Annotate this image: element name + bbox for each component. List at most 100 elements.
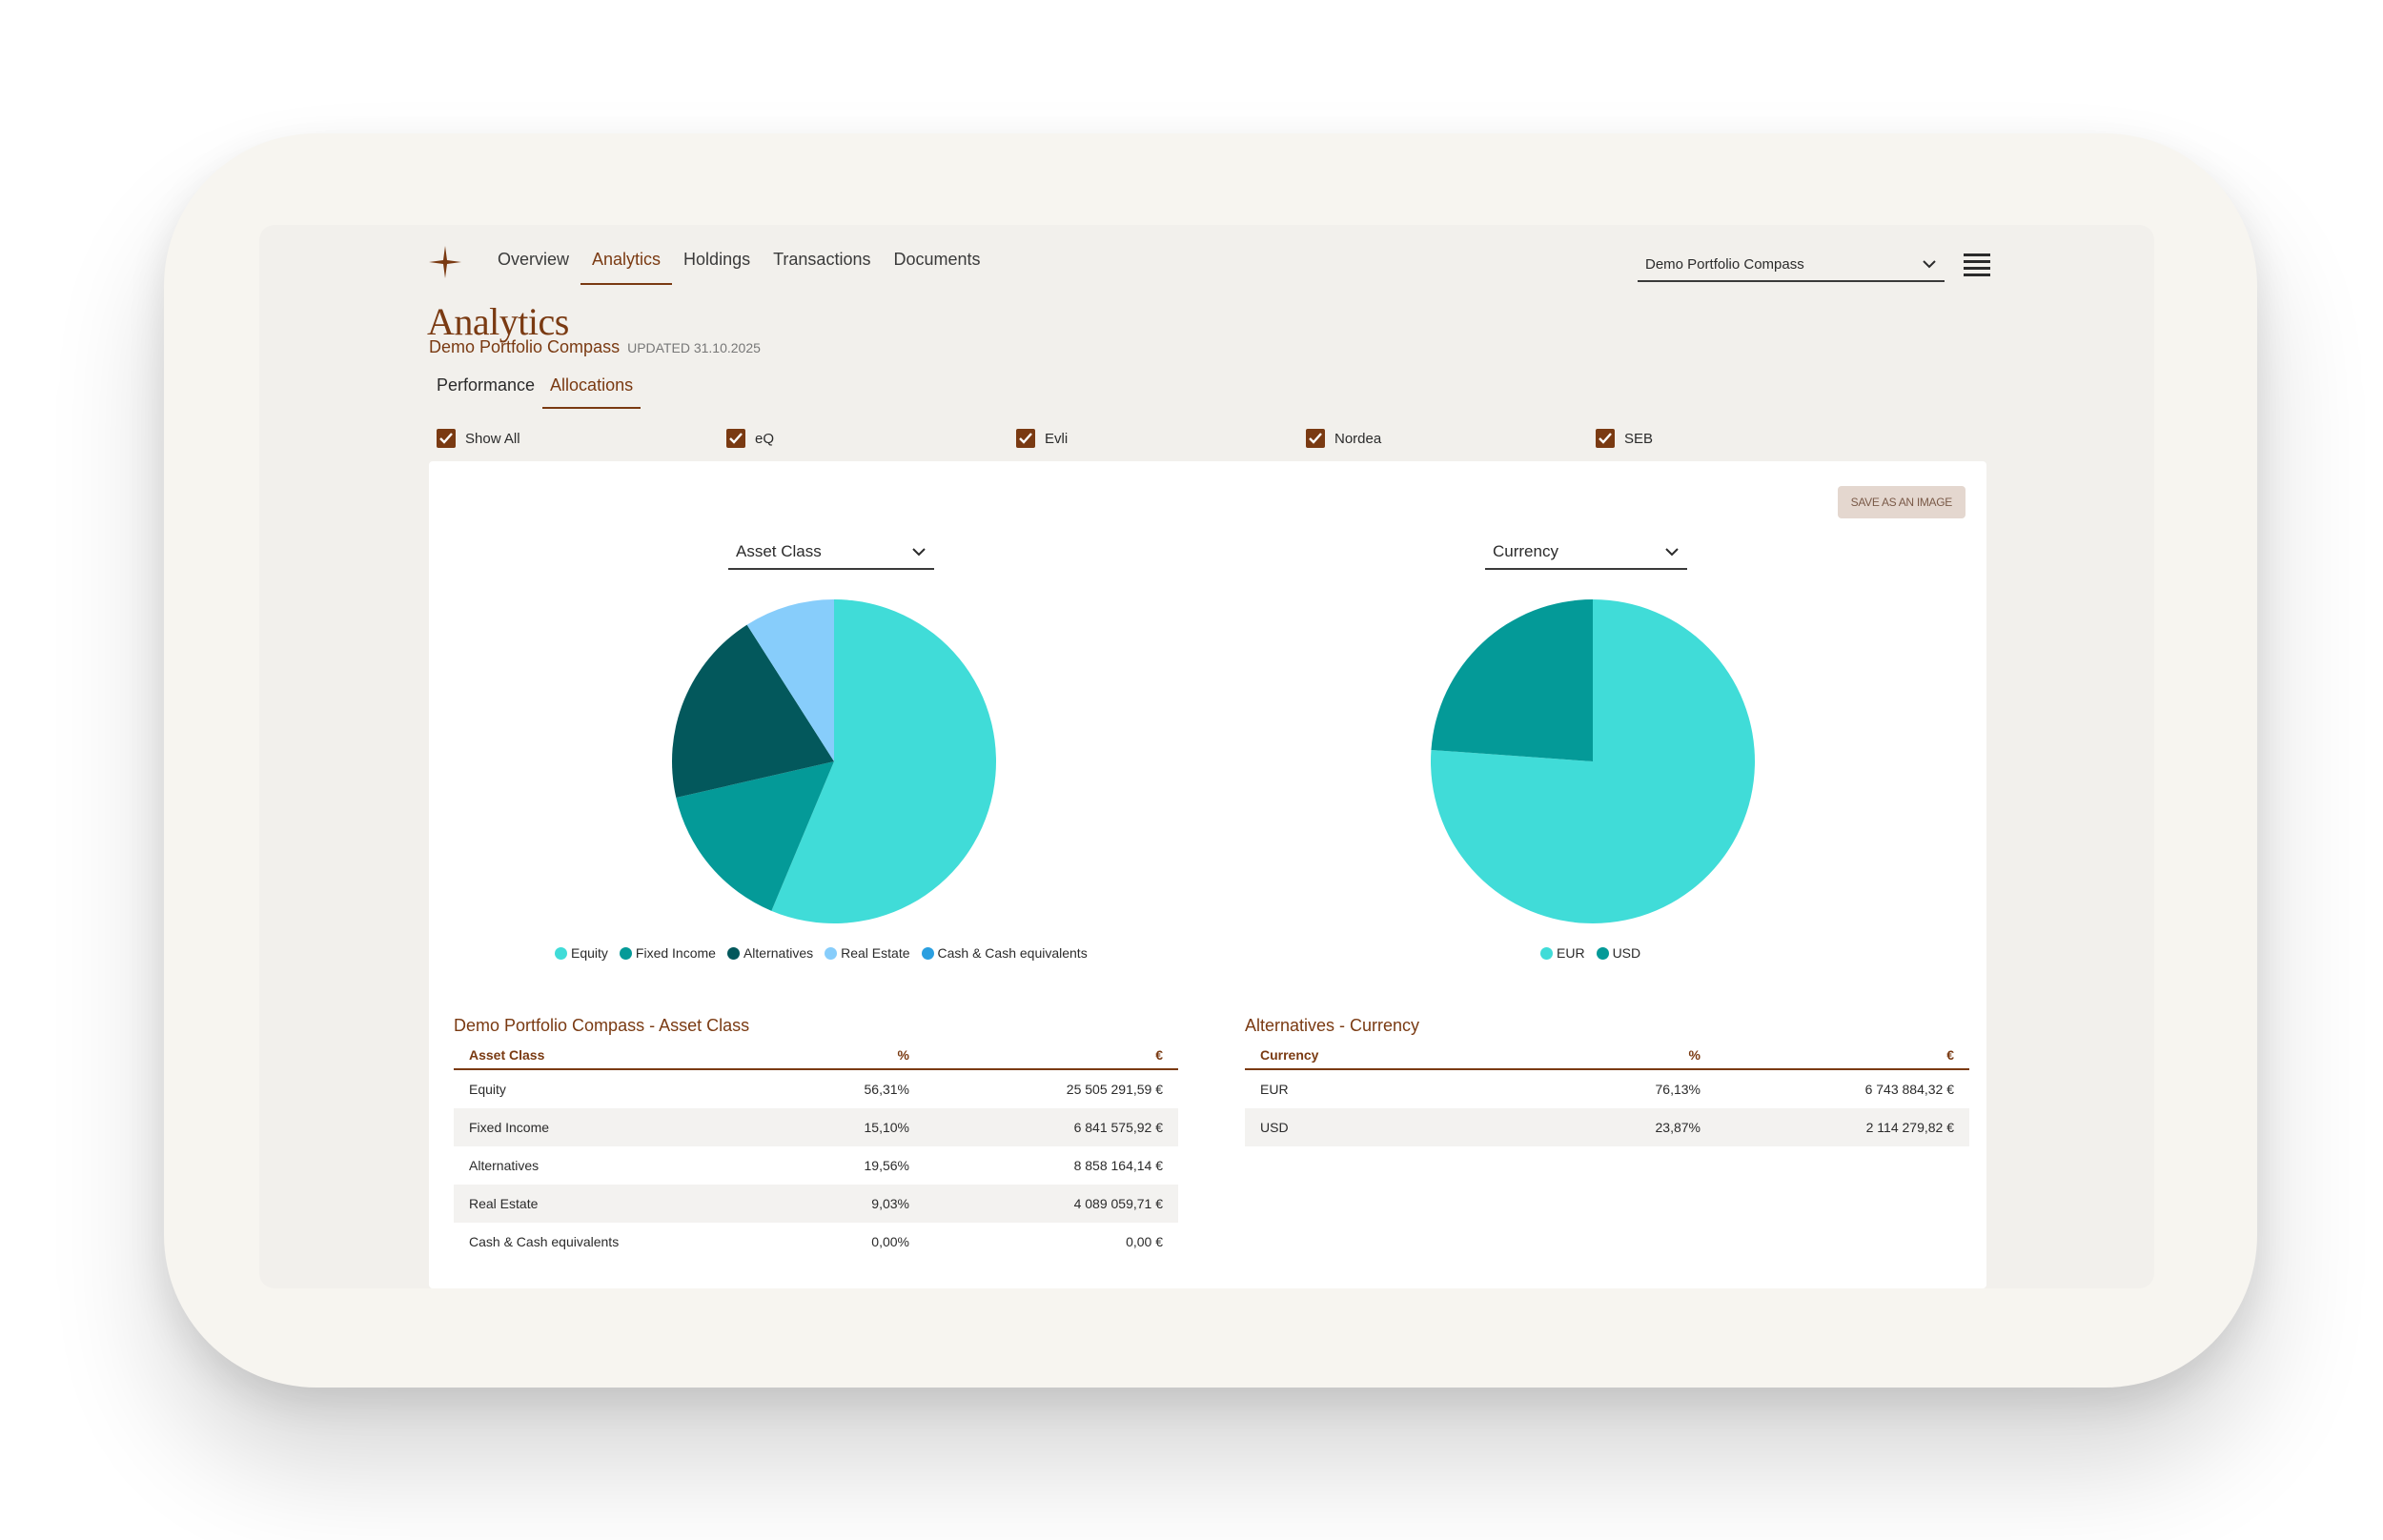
updated-date: UPDATED 31.10.2025 [627, 340, 761, 355]
pie-slice-alternatives[interactable] [672, 624, 834, 799]
table-cell: Cash & Cash equivalents [469, 1234, 620, 1249]
legend-item[interactable]: USD [1596, 945, 1641, 961]
table-cell: 25 505 291,59 € [1066, 1082, 1163, 1097]
legend-item[interactable]: Cash & Cash equivalents [921, 945, 1088, 961]
table-cell: 0,00 € [1126, 1234, 1163, 1249]
app-screen: Overview Analytics Holdings Transactions… [259, 225, 2154, 1288]
portfolio-name: Demo Portfolio Compass [429, 337, 621, 356]
currency-dropdown-value: Currency [1493, 542, 1558, 560]
checkbox-checked-icon[interactable] [1306, 429, 1325, 448]
portfolio-select-value: Demo Portfolio Compass [1645, 255, 1804, 273]
table-header-row: Currency % € [1245, 1044, 1969, 1070]
legend-item[interactable]: EUR [1540, 945, 1585, 961]
filter-evli[interactable]: Evli [1016, 429, 1306, 448]
table-cell: 2 114 279,82 € [1716, 1108, 1969, 1146]
legend-item[interactable]: Equity [555, 945, 608, 961]
pie-slice-usd[interactable] [1431, 599, 1593, 761]
table-cell: EUR [1260, 1082, 1289, 1097]
table-cell: 4 089 059,71 € [925, 1185, 1178, 1223]
column-header: € [1716, 1044, 1969, 1070]
filter-label: eQ [755, 430, 775, 447]
filter-label: Nordea [1334, 430, 1382, 447]
legend-item[interactable]: Real Estate [825, 945, 910, 961]
nav-documents[interactable]: Documents [893, 250, 981, 269]
sub-tabs: Performance Allocations [429, 375, 642, 409]
legend-label: Fixed Income [635, 945, 716, 961]
nav-analytics[interactable]: Analytics [580, 246, 673, 285]
table-row: Cash & Cash equivalents 0,00% 0,00 € [454, 1223, 1178, 1261]
legend-label: USD [1612, 945, 1641, 961]
table-row: Fixed Income 15,10% 6 841 575,92 € [454, 1108, 1178, 1146]
pie-slice-real-estate[interactable] [746, 599, 834, 761]
save-as-image-button[interactable]: SAVE AS AN IMAGE [1837, 486, 1965, 518]
table-cell: Real Estate [454, 1185, 743, 1223]
compass-logo-icon[interactable] [427, 244, 463, 280]
legend-item[interactable]: Alternatives [726, 945, 813, 961]
asset-class-pie-chart [672, 599, 996, 923]
currency-dropdown[interactable]: Currency [1485, 536, 1687, 570]
currency-table-block: Alternatives - Currency Currency % € EUR… [1245, 1016, 1969, 1146]
filter-label: Show All [465, 430, 520, 447]
filter-show-all[interactable]: Show All [437, 429, 726, 448]
column-header: € [925, 1044, 1178, 1070]
pie-slice-equity[interactable] [771, 599, 996, 923]
table-cell: 8 858 164,14 € [1073, 1158, 1163, 1173]
chevron-down-icon [1665, 548, 1679, 557]
filter-label: SEB [1624, 430, 1654, 447]
asset-class-table-block: Demo Portfolio Compass - Asset Class Ass… [454, 1016, 1178, 1261]
hamburger-menu-icon[interactable] [1964, 253, 1990, 276]
table-cell: 15,10% [743, 1108, 925, 1146]
filter-seb[interactable]: SEB [1596, 429, 1885, 448]
checkbox-checked-icon[interactable] [726, 429, 745, 448]
asset-class-table-title: Demo Portfolio Compass - Asset Class [454, 1016, 750, 1035]
asset-class-dropdown-value: Asset Class [736, 542, 822, 560]
chevron-down-icon [1923, 260, 1936, 269]
column-header: % [1535, 1044, 1716, 1070]
currency-pie-chart [1431, 599, 1755, 923]
table-row: Alternatives 19,56% 8 858 164,14 € [454, 1146, 1178, 1185]
chevron-down-icon [912, 548, 926, 557]
filter-eq[interactable]: eQ [726, 429, 1016, 448]
legend-dot-icon [1596, 946, 1609, 960]
checkbox-checked-icon[interactable] [437, 429, 456, 448]
nav-transactions[interactable]: Transactions [773, 250, 871, 269]
filter-label: Evli [1045, 430, 1069, 447]
nav-overview[interactable]: Overview [498, 250, 570, 269]
portfolio-subtitle: Demo Portfolio Compass UPDATED 31.10.2025 [429, 337, 761, 357]
portfolio-select[interactable]: Demo Portfolio Compass [1638, 248, 1945, 282]
filter-nordea[interactable]: Nordea [1306, 429, 1596, 448]
legend-label: Real Estate [841, 945, 910, 961]
tab-allocations[interactable]: Allocations [542, 375, 642, 409]
table-cell: 19,56% [864, 1158, 909, 1173]
legend-dot-icon [555, 946, 567, 960]
table-cell: 56,31% [864, 1082, 909, 1097]
table-cell: 6 743 884,32 € [1864, 1082, 1954, 1097]
allocations-card: SAVE AS AN IMAGE Asset Class Currency Eq… [429, 461, 1986, 1288]
legend-label: Cash & Cash equivalents [937, 945, 1088, 961]
table-header-row: Asset Class % € [454, 1044, 1178, 1070]
legend-dot-icon [921, 946, 934, 960]
table-cell: USD [1245, 1108, 1535, 1146]
legend-dot-icon [726, 946, 740, 960]
page-title: Analytics [427, 300, 569, 343]
nav-holdings[interactable]: Holdings [683, 250, 751, 269]
table-row: Real Estate 9,03% 4 089 059,71 € [454, 1185, 1178, 1223]
column-header: Asset Class [454, 1044, 743, 1070]
main-nav: Overview Analytics Holdings Transactions… [486, 246, 992, 285]
legend-dot-icon [825, 946, 838, 960]
checkbox-checked-icon[interactable] [1596, 429, 1615, 448]
column-header: % [743, 1044, 925, 1070]
provider-filters: Show All eQ Evli Nordea SEB [437, 429, 1885, 448]
table-cell: 76,13% [1655, 1082, 1701, 1097]
table-cell: Equity [469, 1082, 506, 1097]
legend-item[interactable]: Fixed Income [619, 945, 716, 961]
checkbox-checked-icon[interactable] [1016, 429, 1035, 448]
table-cell: 9,03% [743, 1185, 925, 1223]
pie-slice-fixed-income[interactable] [676, 761, 834, 911]
table-cell: Alternatives [469, 1158, 540, 1173]
legend-label: EUR [1557, 945, 1585, 961]
currency-legend: EUR USD [1540, 945, 1640, 961]
asset-class-dropdown[interactable]: Asset Class [728, 536, 934, 570]
tab-performance[interactable]: Performance [437, 375, 536, 395]
table-cell: 23,87% [1535, 1108, 1716, 1146]
